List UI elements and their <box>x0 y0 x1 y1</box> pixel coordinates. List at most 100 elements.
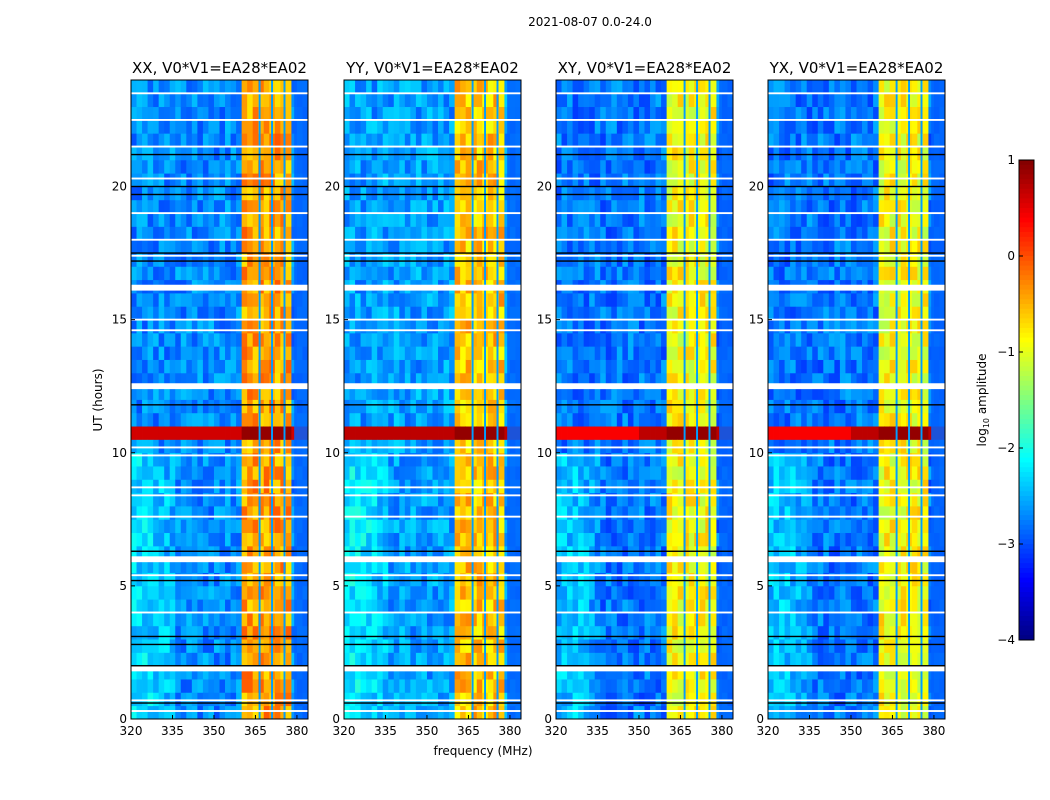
heatmap-cell <box>666 319 673 334</box>
heatmap-cell <box>583 159 590 174</box>
heatmap-cell <box>208 639 215 653</box>
heatmap-cell <box>627 572 634 587</box>
heatmap-cell <box>476 266 483 281</box>
heatmap-cell <box>213 679 220 693</box>
heatmap-cell <box>471 652 478 667</box>
heatmap-cell <box>377 679 384 693</box>
heatmap-cell <box>202 346 209 360</box>
heatmap-cell <box>683 346 690 360</box>
heatmap-cell <box>131 692 137 707</box>
heatmap-cell <box>366 359 373 374</box>
heatmap-cell <box>399 146 406 161</box>
heatmap-cell <box>611 93 618 108</box>
heatmap-cell <box>360 106 367 121</box>
flagged-row <box>131 145 308 148</box>
heatmap-cell <box>285 226 292 241</box>
heatmap-cell <box>600 239 607 254</box>
heatmap-cell <box>371 559 378 573</box>
heatmap-cell <box>197 612 204 627</box>
heatmap-cell <box>186 599 193 613</box>
heatmap-cell <box>622 119 629 134</box>
heatmap-cell <box>567 559 573 573</box>
heatmap-cell <box>158 319 165 334</box>
heatmap-cell <box>650 146 656 161</box>
heatmap-cell <box>471 146 478 161</box>
heatmap-cell <box>158 186 165 201</box>
heatmap-cell <box>208 585 215 600</box>
heatmap-cell <box>252 466 259 480</box>
heatmap-cell <box>589 332 596 347</box>
heatmap-cell <box>180 559 187 573</box>
heatmap-cell <box>263 80 270 94</box>
heatmap-cell <box>393 572 400 587</box>
heatmap-cell <box>388 372 395 387</box>
heatmap-cell <box>498 332 505 347</box>
heatmap-cell <box>572 186 579 201</box>
flagged-row <box>556 383 733 390</box>
heatmap-cell <box>355 452 361 467</box>
heatmap-cell <box>633 306 640 321</box>
heatmap-cell <box>426 346 433 360</box>
heatmap-cell <box>622 332 629 347</box>
heatmap-cell <box>710 705 717 720</box>
heatmap-cell <box>164 386 171 400</box>
heatmap-cell <box>556 492 562 507</box>
heatmap-cell <box>349 506 356 520</box>
heatmap-cell <box>567 492 573 507</box>
heatmap-cell <box>186 559 193 573</box>
heatmap-cell <box>377 479 384 494</box>
heatmap-cell <box>578 426 585 440</box>
heatmap-cell <box>366 266 373 281</box>
heatmap-cell <box>180 399 187 414</box>
heatmap-cell <box>180 199 187 214</box>
heatmap-cell <box>426 93 433 108</box>
heatmap-cell <box>572 426 579 440</box>
heatmap-cell <box>688 386 695 400</box>
heatmap-cell <box>784 572 791 587</box>
heatmap-cell <box>616 665 623 680</box>
heatmap-cell <box>263 452 270 467</box>
heatmap-cell <box>191 519 198 534</box>
heatmap-cell <box>471 372 478 387</box>
heatmap-cell <box>454 492 461 507</box>
heatmap-cell <box>655 652 662 667</box>
heatmap-cell <box>633 386 640 400</box>
heatmap-cell <box>768 479 774 494</box>
heatmap-cell <box>136 159 143 174</box>
heatmap-cell <box>263 199 270 214</box>
heatmap-cell <box>638 545 645 560</box>
heatmap-cell <box>415 266 422 281</box>
heatmap-cell <box>360 133 367 147</box>
heatmap-cell <box>208 119 215 134</box>
heatmap-cell <box>360 479 367 494</box>
heatmap-cell <box>421 239 428 254</box>
heatmap-cell <box>454 293 461 307</box>
heatmap-cell <box>393 639 400 653</box>
heatmap-cell <box>644 492 651 507</box>
heatmap-cell <box>213 173 220 187</box>
dark-line <box>344 635 521 638</box>
heatmap-cell <box>589 159 596 174</box>
heatmap-cell <box>258 479 265 494</box>
heatmap-cell <box>784 532 791 547</box>
heatmap-cell <box>644 346 651 360</box>
heatmap-cell <box>247 146 254 161</box>
heatmap-cell <box>600 186 607 201</box>
heatmap-cell <box>164 559 171 573</box>
heatmap-cell <box>638 359 645 374</box>
heatmap-cell <box>633 545 640 560</box>
heatmap-cell <box>382 80 389 94</box>
heatmap-cell <box>208 665 215 680</box>
heatmap-cell <box>247 173 254 187</box>
heatmap-cell <box>699 253 706 267</box>
heatmap-cell <box>393 359 400 374</box>
heatmap-cell <box>202 639 209 653</box>
heatmap-cell <box>705 319 712 334</box>
heatmap-cell <box>688 319 695 334</box>
heatmap-cell <box>285 106 292 121</box>
heatmap-cell <box>180 239 187 254</box>
heatmap-cell <box>779 545 785 560</box>
heatmap-cell <box>465 253 472 267</box>
heatmap-cell <box>790 679 797 693</box>
